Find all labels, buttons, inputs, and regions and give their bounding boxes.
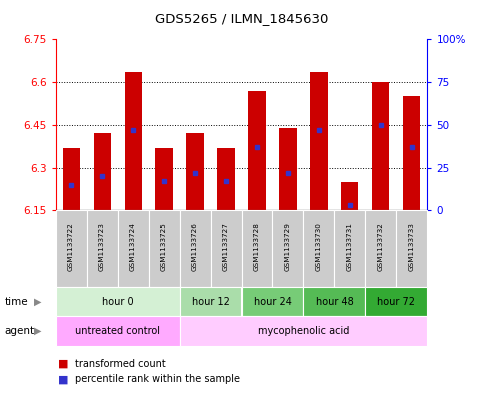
Bar (94, 133, 111, 210)
Text: ■: ■ (58, 358, 69, 369)
Bar (311, 72, 327, 210)
Text: GSM1133725: GSM1133725 (161, 222, 167, 272)
Text: ▶: ▶ (34, 326, 42, 336)
Bar (242, 210, 272, 287)
Bar (303, 210, 334, 287)
Text: GSM1133722: GSM1133722 (68, 222, 74, 272)
Text: GSM1133723: GSM1133723 (99, 222, 105, 272)
Bar (180, 316, 427, 346)
Bar (56, 210, 86, 287)
Bar (56, 287, 180, 316)
Bar (62, 148, 80, 210)
Bar (211, 210, 242, 287)
Text: GDS5265 / ILMN_1845630: GDS5265 / ILMN_1845630 (155, 12, 328, 25)
Bar (217, 148, 235, 210)
Text: mycophenolic acid: mycophenolic acid (258, 326, 349, 336)
Bar (86, 210, 117, 287)
Text: GSM1133729: GSM1133729 (285, 222, 291, 272)
Text: GSM1133730: GSM1133730 (316, 222, 322, 272)
Text: hour 12: hour 12 (192, 297, 229, 307)
Text: GSM1133724: GSM1133724 (130, 222, 136, 272)
Bar (280, 128, 297, 210)
Text: hour 24: hour 24 (254, 297, 291, 307)
Text: GSM1133732: GSM1133732 (378, 222, 384, 272)
Bar (156, 148, 172, 210)
Bar (180, 210, 211, 287)
Bar (403, 96, 421, 210)
Bar (248, 90, 266, 210)
Bar (366, 287, 427, 316)
Text: GSM1133731: GSM1133731 (347, 222, 353, 272)
Text: percentile rank within the sample: percentile rank within the sample (75, 374, 240, 384)
Bar (272, 210, 303, 287)
Text: hour 0: hour 0 (102, 297, 133, 307)
Bar (242, 287, 303, 316)
Bar (397, 210, 427, 287)
Text: ▶: ▶ (34, 297, 42, 307)
Text: ■: ■ (58, 374, 69, 384)
Bar (334, 210, 366, 287)
Bar (341, 182, 358, 210)
Bar (303, 287, 366, 316)
Text: hour 72: hour 72 (377, 297, 415, 307)
Text: GSM1133728: GSM1133728 (254, 222, 260, 272)
Text: GSM1133727: GSM1133727 (223, 222, 229, 272)
Bar (366, 210, 397, 287)
Text: hour 48: hour 48 (315, 297, 354, 307)
Bar (125, 72, 142, 210)
Text: time: time (5, 297, 28, 307)
Bar (117, 210, 149, 287)
Bar (180, 287, 242, 316)
Text: GSM1133733: GSM1133733 (409, 222, 415, 272)
Text: GSM1133726: GSM1133726 (192, 222, 198, 272)
Bar (149, 210, 180, 287)
Bar (186, 133, 203, 210)
Text: untreated control: untreated control (75, 326, 160, 336)
Bar (372, 82, 389, 210)
Text: transformed count: transformed count (75, 358, 166, 369)
Text: agent: agent (5, 326, 35, 336)
Bar (56, 316, 180, 346)
